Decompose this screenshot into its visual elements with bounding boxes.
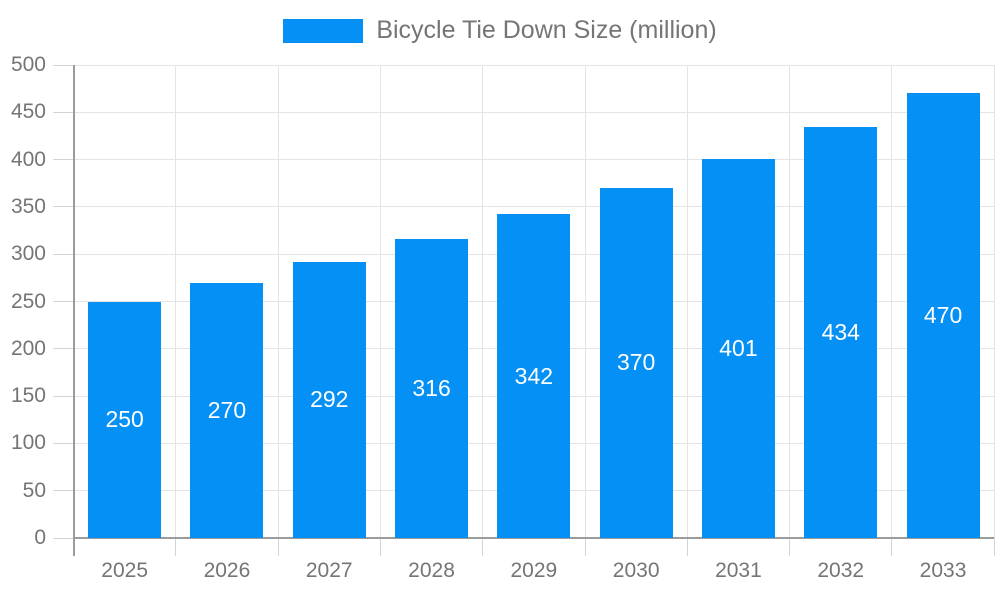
bar[interactable]: 292 [292,261,366,538]
y-tick-mark [52,301,74,302]
x-axis-label: 2033 [919,559,967,582]
legend-label: Bicycle Tie Down Size (million) [376,16,717,44]
bar[interactable]: 470 [906,93,980,538]
x-axis-label: 2031 [715,559,762,582]
y-axis-label: 300 [10,242,46,266]
x-tick-mark [891,538,893,556]
bar[interactable]: 250 [88,301,162,538]
bar[interactable]: 370 [599,187,673,538]
x-gridline [482,65,484,538]
x-tick-mark [379,538,381,556]
y-axis-label: 150 [10,384,46,408]
y-gridline [73,111,995,113]
bar-value-label: 292 [310,386,349,413]
x-gridline [891,65,893,538]
x-axis-label: 2028 [408,559,455,582]
x-gridline [277,65,279,538]
y-tick-mark [52,395,74,397]
bar[interactable]: 401 [701,158,775,538]
x-gridline [379,65,381,538]
bar-value-label: 470 [923,302,963,329]
y-axis-label: 400 [10,147,46,171]
x-tick-mark [686,538,688,556]
bar-value-label: 342 [514,362,554,389]
y-tick-mark [52,442,74,444]
y-tick-mark [52,348,74,350]
x-gridline [993,65,995,538]
x-gridline [686,65,688,538]
legend-swatch [283,18,364,43]
bar-value-label: 434 [821,319,860,346]
y-axis-label: 50 [22,478,46,502]
bar[interactable]: 434 [804,127,878,538]
x-gridline [789,65,791,538]
x-axis-label: 2025 [101,559,148,582]
y-tick-mark [52,111,74,113]
x-tick-mark [584,538,586,556]
x-axis-label: 2032 [817,559,865,582]
x-axis-label: 2029 [510,559,558,582]
bar[interactable]: 342 [497,214,571,538]
y-tick-mark [52,64,74,66]
y-tick-mark [52,490,74,492]
bar-value-label: 370 [616,349,656,376]
y-tick-mark [52,206,74,208]
x-gridline [175,65,177,538]
y-tick-mark [52,537,74,539]
x-tick-mark [789,538,791,556]
bar[interactable]: 270 [190,282,264,538]
bar-value-label: 270 [207,396,247,423]
y-axis-label: 450 [10,100,46,124]
bar-value-label: 250 [105,406,144,433]
x-tick-mark [482,538,484,556]
y-axis-line [72,65,75,556]
legend[interactable]: Bicycle Tie Down Size (million) [0,16,1000,45]
bar-value-label: 401 [719,334,758,361]
y-axis-label: 500 [10,53,46,76]
y-tick-mark [52,253,74,255]
y-axis-label: 100 [10,431,46,455]
y-axis-label: 250 [10,289,46,313]
x-tick-mark [175,538,177,556]
y-gridline [73,206,995,208]
y-axis-label: 200 [10,336,46,360]
x-axis-line [72,537,995,539]
x-gridline [584,65,586,538]
x-axis-label: 2030 [612,559,660,582]
y-gridline [73,64,995,66]
x-axis-label: 2026 [203,559,251,582]
y-gridline [73,159,995,161]
x-tick-mark [277,538,279,556]
bar[interactable]: 316 [395,239,469,538]
x-tick-mark [993,538,995,556]
y-axis-label: 0 [34,526,46,549]
y-tick-mark [52,159,74,161]
x-axis-label: 2027 [305,559,353,582]
bar-value-label: 316 [412,375,451,402]
y-axis-label: 350 [10,194,46,218]
